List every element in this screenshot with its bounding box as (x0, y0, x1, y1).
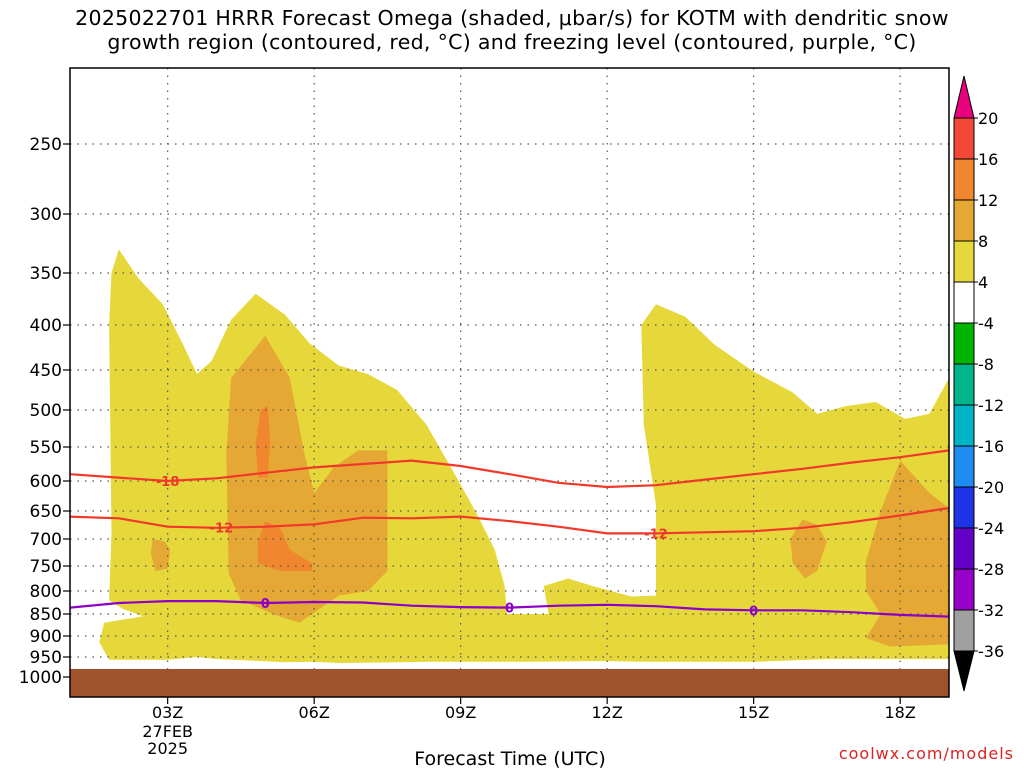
colorbar-bin-12 (953, 609, 975, 652)
x-tick-label-18Z: 18Z (885, 703, 916, 722)
colorbar-bin-4 (953, 281, 975, 324)
contour-line (70, 599, 949, 618)
omega-shade-12-16-5 (255, 406, 271, 478)
contour--18: -18 (70, 449, 949, 490)
contour-label: -12 (644, 527, 668, 542)
colorbar: 20 16 12 8 4 -4 -8 -12 -16 -20 -24 -28 -32 -36 (953, 75, 1004, 692)
colorbar-bottom-arrow (953, 650, 975, 692)
y-tick-label-700: 700 (30, 530, 62, 550)
contour-line (70, 506, 949, 535)
y-tick-label-900: 900 (30, 627, 62, 647)
credit-label: coolwx.com/models (838, 744, 1014, 763)
y-tick-label-1000: 1000 (19, 668, 62, 688)
colorbar-bin-5 (953, 322, 975, 365)
colorbar-label-3: 8 (978, 232, 988, 251)
colorbar-bin-6 (953, 363, 975, 406)
contour-label: -12 (210, 522, 234, 537)
x-tick-label-06Z: 06Z (299, 703, 330, 722)
y-tick-label-950: 950 (30, 648, 62, 668)
y-tick-label-300: 300 (30, 205, 62, 225)
colorbar-bin-2 (953, 199, 975, 242)
plot-area: -18 -12 -12 0 0 0 (70, 68, 949, 697)
omega-shade-12-16-6 (258, 521, 312, 571)
omega-shade-8-12-3 (790, 519, 827, 579)
omega-shade-8-12-4 (866, 460, 949, 647)
contour-label: 0 (261, 597, 270, 612)
contour-line (70, 449, 949, 489)
y-tick-label-500: 500 (30, 401, 62, 421)
contour-0: 0 0 0 (70, 597, 949, 619)
y-tick-label-750: 750 (30, 557, 62, 577)
y-tick-label-250: 250 (30, 135, 62, 155)
plot-frame (69, 67, 950, 698)
x-tick-sublabel-0: 27FEB (142, 722, 193, 741)
colorbar-bin-7 (953, 404, 975, 447)
y-tick-label-800: 800 (30, 582, 62, 602)
grid-lines (70, 68, 949, 669)
contour--12-b: -12 -12 (70, 506, 949, 542)
chart-title-line-1: 2025022701 HRRR Forecast Omega (shaded, … (75, 6, 949, 30)
y-tick-label-600: 600 (30, 472, 62, 492)
colorbar-label-13: -36 (978, 642, 1004, 661)
colorbar-label-7: -12 (978, 396, 1004, 415)
x-tick-sublabel-1: 2025 (147, 739, 188, 758)
colorbar-bin-1 (953, 158, 975, 201)
y-tick-label-450: 450 (30, 361, 62, 381)
x-tick-label-09Z: 09Z (445, 703, 476, 722)
x-axis-title: Forecast Time (UTC) (414, 748, 605, 768)
y-tick-label-350: 350 (30, 264, 62, 284)
contour-label: -18 (156, 475, 180, 490)
colorbar-label-1: 16 (978, 150, 998, 169)
colorbar-label-4: 4 (978, 273, 988, 292)
colorbar-top-arrow (953, 75, 975, 119)
colorbar-bin-11 (953, 568, 975, 611)
colorbar-bin-9 (953, 486, 975, 529)
colorbar-bin-8 (953, 445, 975, 488)
x-tick-label-03Z: 03Z (152, 703, 183, 722)
colorbar-label-12: -32 (978, 601, 1004, 620)
x-tick-label-15Z: 15Z (738, 703, 769, 722)
chart-title-line-2: growth region (contoured, red, °C) and f… (107, 30, 917, 54)
colorbar-bin-0 (953, 117, 975, 160)
colorbar-label-2: 12 (978, 191, 998, 210)
colorbar-bin-3 (953, 240, 975, 283)
contour-label: 0 (749, 604, 758, 619)
colorbar-label-6: -8 (978, 355, 994, 374)
y-tick-label-850: 850 (30, 605, 62, 625)
chart-title: 2025022701 HRRR Forecast Omega (shaded, … (0, 6, 1024, 54)
colorbar-label-5: -4 (978, 314, 994, 333)
y-tick-label-650: 650 (30, 502, 62, 522)
y-tick-label-400: 400 (30, 316, 62, 336)
colorbar-label-8: -16 (978, 437, 1004, 456)
x-tick-label-12Z: 12Z (592, 703, 623, 722)
y-axis: 2503003504004505005506006507007508008509… (19, 135, 70, 688)
colorbar-label-9: -20 (978, 478, 1004, 497)
y-tick-label-550: 550 (30, 438, 62, 458)
omega-shade-8-12-2 (150, 539, 171, 571)
colorbar-label-0: 20 (978, 109, 998, 128)
ground-band (70, 669, 949, 697)
colorbar-label-10: -24 (978, 519, 1004, 538)
colorbar-bin-10 (953, 527, 975, 570)
colorbar-label-11: -28 (978, 560, 1004, 579)
contour-label: 0 (505, 602, 514, 617)
